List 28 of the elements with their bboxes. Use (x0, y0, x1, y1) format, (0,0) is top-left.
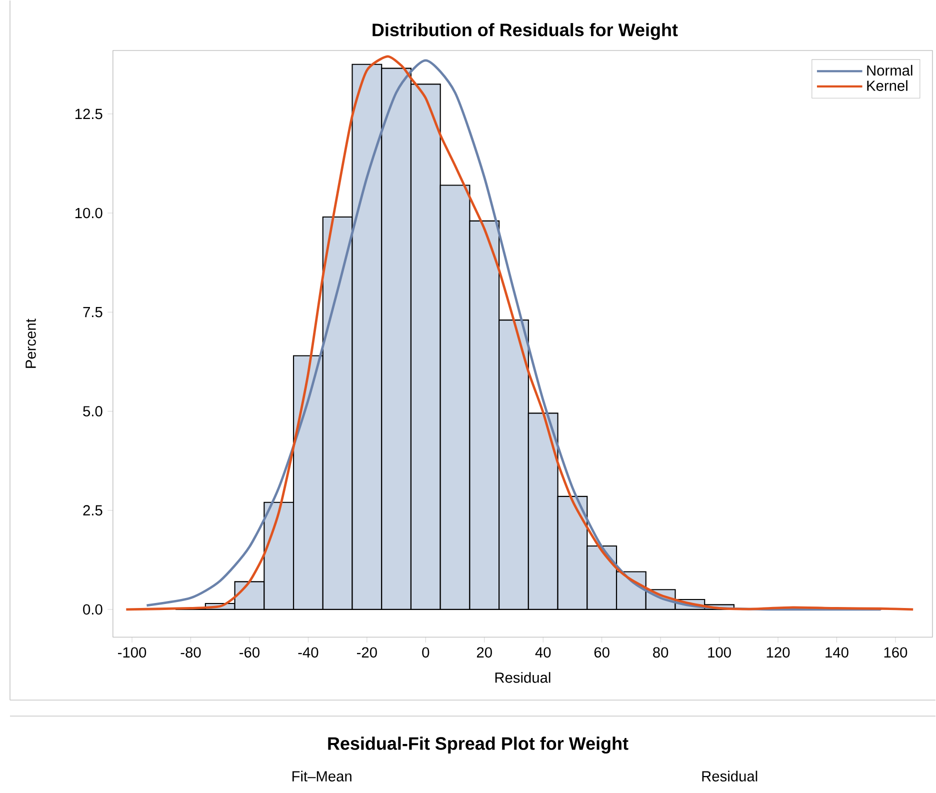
x-tick-label: -40 (298, 647, 318, 658)
x-tick-label: 160 (884, 647, 908, 658)
x-tick-label: 140 (826, 647, 848, 658)
x-tick-label: 60 (594, 647, 610, 658)
y-tick-label: 10.0 (75, 208, 102, 218)
text: Residual (702, 770, 758, 782)
y-tick-label: 0.0 (83, 604, 102, 615)
legend-label: Normal (867, 64, 912, 76)
text: Residual-Fit Spread Plot for Weight (328, 736, 628, 754)
text: Fit–Mean (292, 770, 352, 782)
y-axis-title: Percent (26, 318, 36, 368)
x-tick-label: -60 (240, 647, 260, 658)
legend-label: Kernel (867, 80, 908, 91)
y-tick-label: 12.5 (75, 108, 102, 120)
x-tick-label: 40 (535, 647, 551, 658)
x-tick-label: 120 (766, 647, 790, 658)
chart-title: Distribution of Residuals for Weight (372, 23, 678, 40)
x-tick-label: -100 (118, 647, 146, 658)
y-tick-label: 5.0 (83, 406, 102, 416)
x-tick-label: 100 (708, 647, 731, 658)
x-tick-label: 20 (476, 647, 492, 658)
x-tick-label: -80 (180, 647, 201, 658)
x-tick-label: 0 (422, 647, 430, 658)
x-tick-label: -20 (356, 647, 377, 658)
x-tick-label: 80 (653, 647, 668, 658)
y-tick-label: 7.5 (83, 306, 102, 318)
y-tick-label: 2.5 (83, 505, 102, 516)
x-axis-title: Residual (495, 672, 550, 683)
